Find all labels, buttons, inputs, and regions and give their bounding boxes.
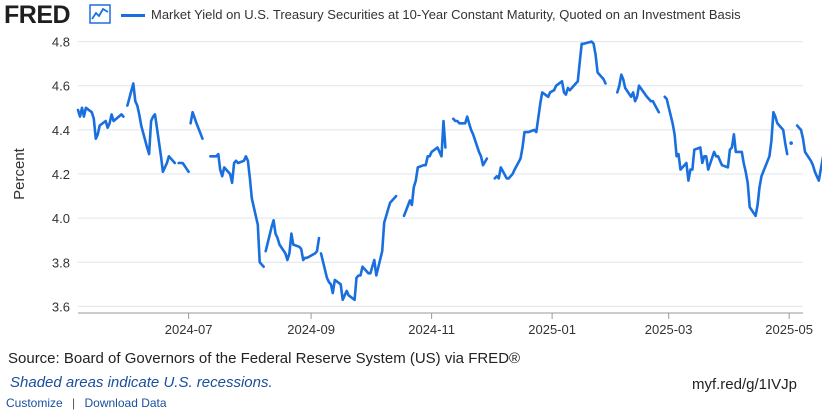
series-point [789, 141, 793, 145]
series-line-segment [402, 119, 447, 218]
series-line-segment [177, 161, 190, 174]
series-line-segment [663, 95, 789, 218]
recession-note: Shaded areas indicate U.S. recessions. [10, 374, 273, 391]
series-line-segment [493, 40, 607, 180]
legend-swatch [121, 14, 145, 17]
axes: 3.6 3.8 4.0 4.2 4.4 4.6 4.8 2024-07 2024-09 2024-… [52, 35, 813, 337]
y-tick-label: 3.6 [52, 299, 70, 314]
y-tick-label: 4.4 [52, 123, 70, 138]
series-line-segment [795, 124, 822, 182]
series-line-segment [126, 82, 177, 174]
x-tick-label: 2025-05 [765, 322, 813, 337]
line-graph-icon[interactable] [89, 4, 111, 24]
footer-separator: | [72, 396, 76, 410]
x-tick-label: 2025-01 [528, 322, 576, 337]
short-url[interactable]: myf.red/g/1IVJp [691, 376, 797, 393]
series-line-segment [264, 219, 321, 262]
y-tick-label: 4.2 [52, 167, 70, 182]
series-line-segment [615, 73, 661, 114]
source-text: Source: Board of Governors of the Federa… [8, 350, 521, 367]
legend-label: Market Yield on U.S. Treasury Securities… [151, 7, 741, 22]
x-tick-label: 2025-03 [645, 322, 693, 337]
x-tick-label: 2024-11 [408, 322, 455, 337]
x-tick-label: 2024-07 [165, 322, 213, 337]
series-line-segment [319, 194, 398, 302]
download-data-link[interactable]: Download Data [84, 396, 167, 410]
series-line-segment [451, 115, 489, 167]
x-tick-label: 2024-09 [287, 322, 335, 337]
y-tick-label: 4.6 [52, 79, 70, 94]
y-tick-label: 3.8 [52, 255, 70, 270]
series-layer [76, 40, 822, 302]
chart-header: FRED Market Yield on U.S. Treasury Secur… [0, 0, 822, 32]
series-line-segment [209, 152, 266, 268]
series-line-segment [189, 110, 204, 140]
line-chart: 3.6 3.8 4.0 4.2 4.4 4.6 4.8 2024-07 2024-09 2024-… [11, 35, 822, 337]
series-line-segment [76, 106, 125, 140]
footer-links: Customize | Download Data [6, 396, 167, 410]
fred-logo[interactable]: FRED [4, 1, 71, 29]
y-tick-label: 4.8 [52, 35, 70, 50]
y-axis-label: Percent [11, 147, 28, 200]
customize-link[interactable]: Customize [6, 396, 63, 410]
y-tick-label: 4.0 [52, 211, 70, 226]
gridlines [78, 35, 803, 313]
